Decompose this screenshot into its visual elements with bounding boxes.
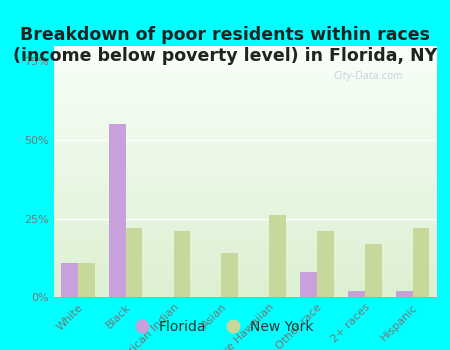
Bar xyxy=(126,228,143,297)
Bar xyxy=(300,272,317,297)
Bar xyxy=(396,291,413,297)
Bar xyxy=(221,253,238,297)
Bar xyxy=(317,231,334,297)
Bar xyxy=(61,262,78,297)
Text: City-Data.com: City-Data.com xyxy=(333,71,403,81)
Text: Breakdown of poor residents within races
(income below poverty level) in Florida: Breakdown of poor residents within races… xyxy=(13,26,437,65)
Bar xyxy=(348,291,365,297)
Bar xyxy=(269,215,286,297)
Bar xyxy=(365,244,382,297)
Bar xyxy=(78,262,94,297)
Bar xyxy=(174,231,190,297)
Bar xyxy=(109,124,126,297)
Bar xyxy=(413,228,429,297)
Legend: Florida, New York: Florida, New York xyxy=(131,314,319,340)
